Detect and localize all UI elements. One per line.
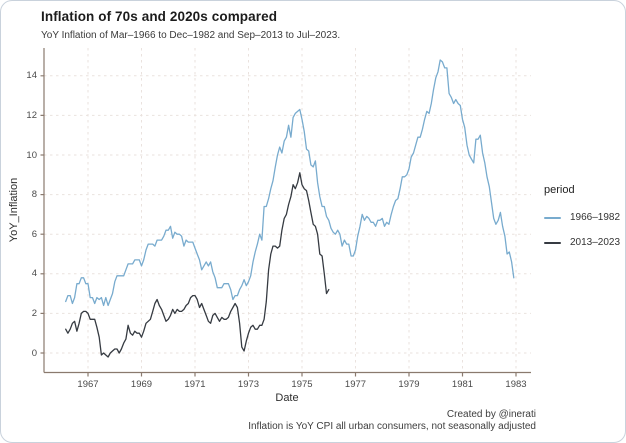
- chart-subtitle: YoY Inflation of Mar–1966 to Dec–1982 an…: [41, 30, 341, 41]
- y-tick-label: 2: [31, 307, 37, 319]
- chart-title: Inflation of 70s and 2020s compared: [41, 9, 278, 24]
- y-axis-title: YoY_Inflation: [8, 177, 20, 243]
- legend-key-line-icon: [544, 241, 561, 244]
- y-tick-label: 14: [26, 70, 37, 82]
- x-axis-title: Date: [275, 392, 299, 404]
- caption: Created by @inerati Inflation is YoY CPI…: [201, 409, 536, 433]
- x-tick-label: 1973: [237, 379, 260, 390]
- y-tick-label: 12: [26, 109, 37, 121]
- x-tick-label: 1969: [130, 379, 153, 390]
- legend-key-line-icon: [544, 216, 561, 219]
- legend-label: 2013–2023: [570, 237, 621, 248]
- caption-credit: Created by @inerati: [446, 409, 536, 420]
- y-tick-label: 10: [26, 149, 37, 161]
- y-tick-label: 4: [31, 268, 37, 280]
- y-tick-label: 0: [31, 347, 37, 359]
- legend-item-1966-1982: 1966–1982: [544, 205, 620, 230]
- legend-title: period: [544, 184, 575, 196]
- legend-item-2013-2023: 2013–2023: [544, 230, 620, 255]
- caption-note: Inflation is YoY CPI all urban consumers…: [248, 421, 536, 432]
- x-tick-label: 1975: [291, 379, 313, 390]
- x-tick-label: 1977: [344, 379, 367, 390]
- x-tick-label: 1967: [77, 379, 99, 390]
- x-tick-label: 1979: [398, 379, 420, 390]
- legend: period 1966–1982 2013–2023: [544, 184, 620, 255]
- y-tick-label: 6: [31, 228, 37, 240]
- x-tick-label: 1981: [451, 379, 474, 390]
- y-tick-label: 8: [31, 189, 37, 201]
- x-tick-label: 1971: [184, 379, 206, 390]
- x-tick-label: 1983: [505, 379, 527, 390]
- series-line-2013-2023: [65, 172, 330, 358]
- series-line-1966-1982: [65, 59, 515, 307]
- legend-label: 1966–1982: [570, 212, 621, 223]
